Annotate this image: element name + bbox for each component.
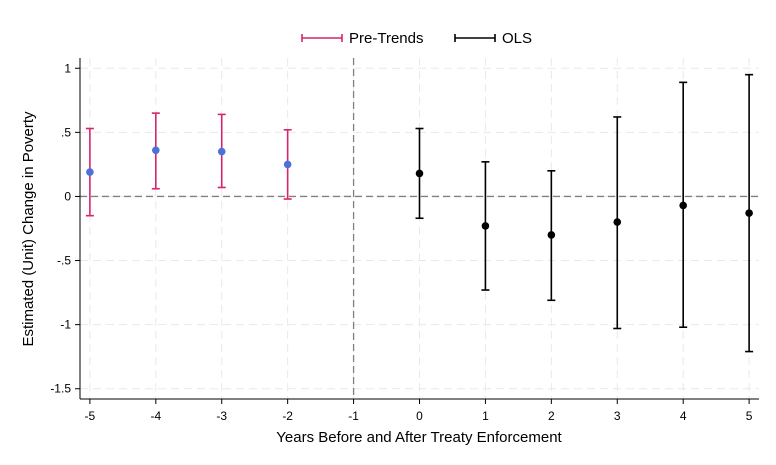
x-tick-label: -4	[150, 409, 161, 423]
legend-label: Pre-Trends	[349, 30, 423, 47]
x-tick-label: -3	[216, 409, 227, 423]
y-tick-label: 0	[64, 189, 71, 203]
point-estimate	[152, 146, 160, 155]
series-pre-trends	[85, 112, 292, 217]
point-estimate	[415, 169, 424, 178]
x-tick-label: 1	[482, 409, 489, 423]
point-estimate	[679, 201, 687, 210]
x-axis-title: Years Before and After Treaty Enforcemen…	[276, 429, 562, 446]
y-axis-title: Estimated (Unit) Change in Poverty	[20, 111, 37, 347]
point-estimate	[481, 222, 490, 230]
x-tick-label: -5	[85, 409, 96, 423]
y-tick-label: .5	[61, 125, 71, 139]
point-estimate	[86, 168, 94, 176]
x-tick-label: -1	[348, 409, 359, 423]
grid	[80, 58, 759, 399]
y-tick-label: -.5	[57, 254, 71, 268]
x-tick-label: 2	[548, 409, 555, 423]
y-tick-label: -1	[60, 318, 71, 332]
legend-item-ols: OLS	[454, 30, 532, 47]
reference-lines	[80, 58, 759, 399]
axes: -5 -4 -3 -2 -1 0 1 2 3 4 5 1 .5 0 -.5 -1 -1.5	[50, 58, 759, 423]
series-ols	[415, 73, 754, 353]
x-tick-label: 4	[680, 409, 687, 423]
x-tick-label: 5	[746, 409, 753, 423]
point-estimate	[745, 209, 753, 217]
x-tick-label: -2	[282, 409, 293, 423]
x-tick-label: 3	[614, 409, 621, 423]
legend: Pre-Trends OLS	[301, 30, 532, 47]
point-estimate	[283, 160, 292, 169]
point-estimate	[547, 231, 556, 239]
legend-label: OLS	[502, 30, 532, 47]
point-estimate	[217, 147, 226, 156]
x-tick-label: 0	[416, 409, 423, 423]
y-tick-label: 1	[64, 61, 71, 75]
y-tick-label: -1.5	[50, 382, 71, 396]
data-series	[85, 73, 754, 353]
point-estimate	[613, 218, 622, 226]
legend-item-pre-trends: Pre-Trends	[301, 30, 423, 47]
